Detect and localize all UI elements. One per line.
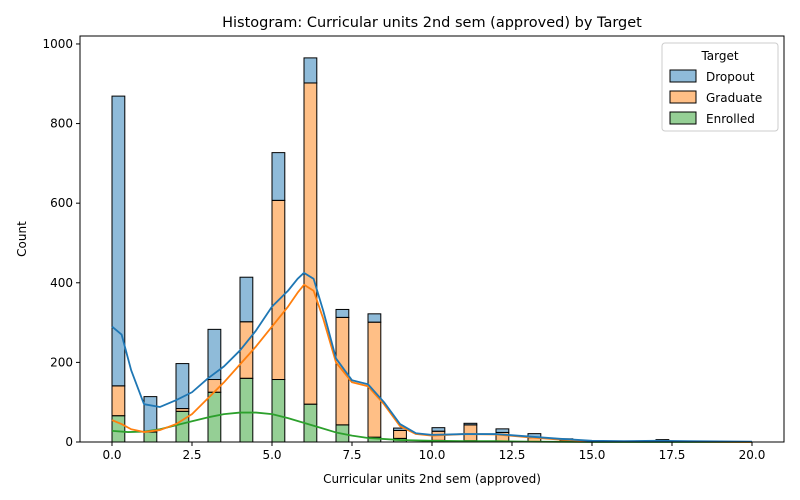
bar-graduate — [207, 379, 222, 393]
bar-dropout — [335, 308, 350, 318]
y-tick-label: 400 — [50, 276, 73, 290]
y-tick-label: 200 — [50, 355, 73, 369]
y-axis-label: Count — [15, 221, 29, 257]
bar-dropout — [175, 363, 190, 410]
legend-title: Target — [700, 49, 738, 63]
bar-enrolled — [239, 377, 254, 443]
bar-graduate — [393, 429, 407, 439]
plot-area — [111, 57, 753, 443]
bar-dropout — [271, 152, 286, 201]
bar-dropout — [239, 276, 254, 323]
bar-enrolled — [111, 415, 126, 443]
bar-enrolled — [175, 410, 190, 443]
x-axis-label: Curricular units 2nd sem (approved) — [323, 472, 541, 486]
y-tick-label: 0 — [65, 435, 73, 449]
bar-graduate — [367, 321, 382, 438]
x-tick-label: 12.5 — [499, 448, 526, 462]
bar-dropout — [143, 396, 158, 433]
x-tick-label: 15.0 — [579, 448, 606, 462]
bar-dropout — [207, 328, 222, 381]
x-tick-label: 10.0 — [419, 448, 446, 462]
bar-dropout — [303, 57, 318, 84]
bar-enrolled — [271, 379, 286, 443]
legend-swatch-graduate — [669, 90, 697, 104]
bar-graduate — [239, 321, 254, 379]
x-tick-label: 2.5 — [182, 448, 201, 462]
x-tick-label: 7.5 — [342, 448, 361, 462]
legend-label-graduate: Graduate — [706, 91, 762, 105]
legend-swatch-dropout — [669, 69, 697, 83]
y-tick-label: 1000 — [42, 37, 73, 51]
legend-swatch-enrolled — [669, 111, 697, 125]
bar-graduate — [463, 424, 478, 442]
legend: Target Dropout Graduate Enrolled — [661, 42, 779, 132]
x-tick-label: 5.0 — [262, 448, 281, 462]
x-tick-label: 0.0 — [102, 448, 121, 462]
legend-label-dropout: Dropout — [706, 70, 755, 84]
bar-graduate — [111, 385, 126, 417]
bar-dropout — [367, 313, 382, 323]
bar-dropout — [111, 95, 126, 387]
legend-box — [661, 42, 779, 132]
x-tick-label: 17.5 — [659, 448, 686, 462]
bar-graduate — [303, 82, 318, 405]
bar-graduate — [271, 199, 286, 381]
bar-dropout — [495, 428, 510, 433]
y-tick-label: 600 — [50, 196, 73, 210]
bar-dropout — [463, 422, 478, 426]
axes: 0.0 2.5 5.0 7.5 10.0 12.5 15.0 17.5 20.0 0 200 400 6… — [42, 37, 765, 462]
kde-line-dropout — [111, 271, 753, 443]
y-tick-label: 800 — [50, 117, 73, 131]
bar-dropout — [431, 427, 446, 432]
bar-enrolled — [143, 431, 158, 443]
legend-label-enrolled: Enrolled — [706, 112, 755, 126]
chart-title: Histogram: Curricular units 2nd sem (app… — [222, 15, 642, 31]
x-tick-label: 20.0 — [739, 448, 766, 462]
